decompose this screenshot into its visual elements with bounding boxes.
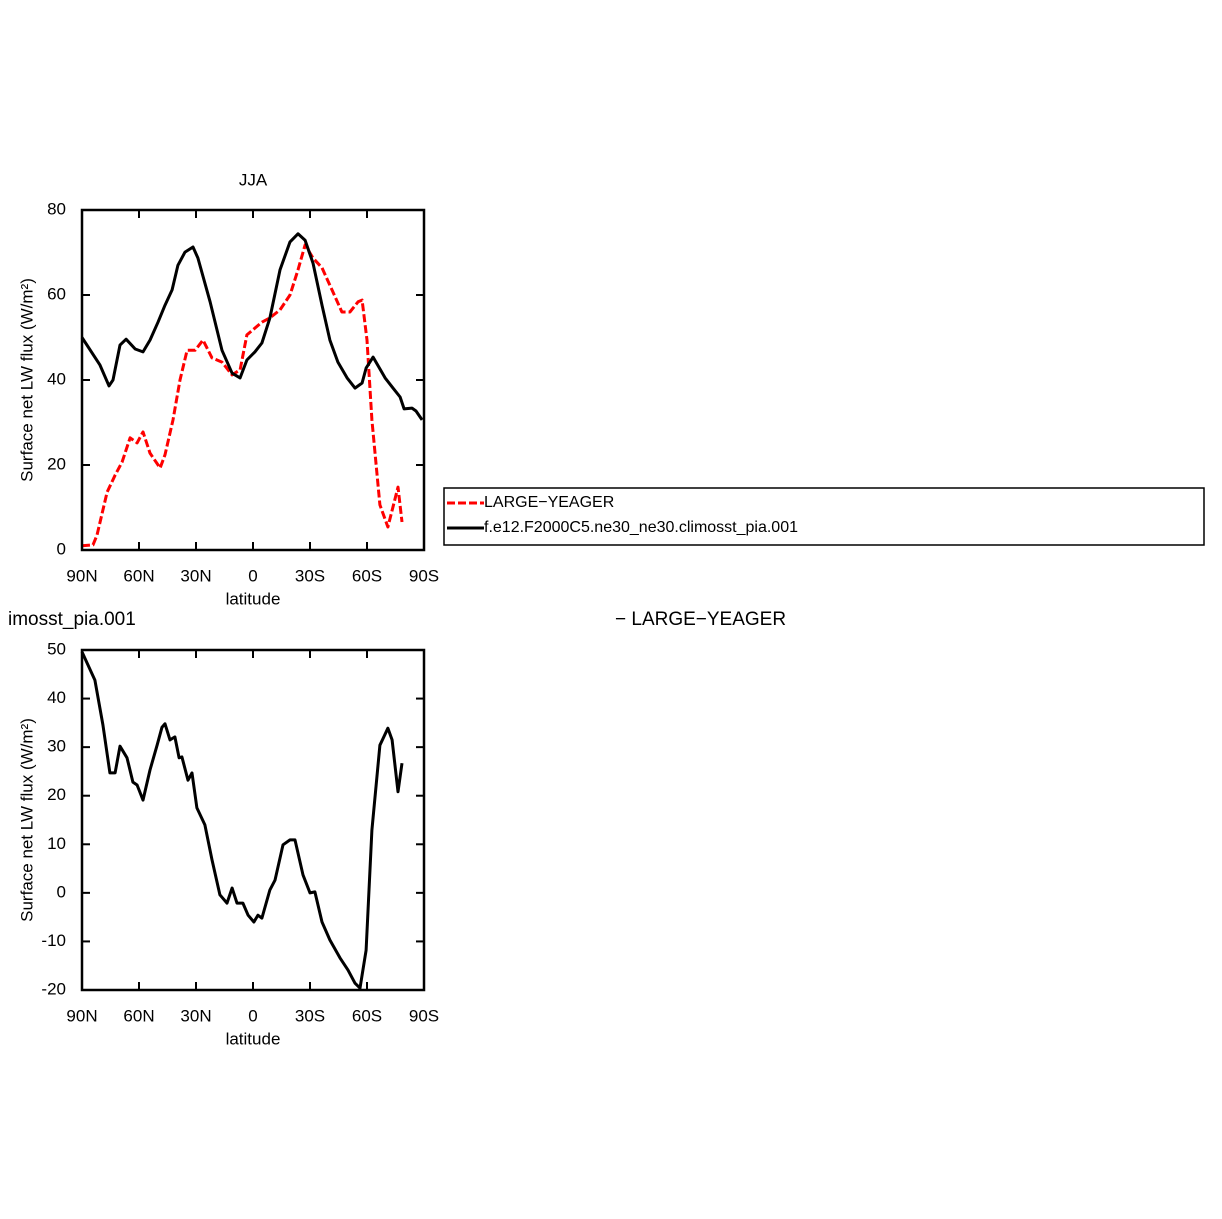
- x-tick-label: 90N: [66, 566, 97, 585]
- x-tick-label: 30N: [180, 1006, 211, 1025]
- y-tick-label: -20: [41, 979, 66, 998]
- x-tick-label: 0: [248, 1006, 257, 1025]
- y-tick-label: 40: [47, 688, 66, 707]
- x-tick-label: 60S: [352, 566, 382, 585]
- x-tick-label: 90N: [66, 1006, 97, 1025]
- y-tick-label: 0: [57, 882, 66, 901]
- y-tick-label: 50: [47, 639, 66, 658]
- y-axis-label: Surface net LW flux (W/m²): [17, 278, 36, 482]
- x-tick-label: 30S: [295, 566, 325, 585]
- x-tick-label: 90S: [409, 566, 439, 585]
- y-tick-label: 60: [47, 284, 66, 303]
- chart-title: JJA: [239, 170, 268, 189]
- x-axis-label: latitude: [226, 1029, 281, 1048]
- x-tick-label: 30N: [180, 566, 211, 585]
- x-tick-label: 90S: [409, 1006, 439, 1025]
- plot-frame: [80, 648, 426, 992]
- data-line: [81, 243, 404, 548]
- y-tick-label: 0: [57, 539, 66, 558]
- data-line: [80, 651, 404, 990]
- x-tick-label: 60S: [352, 1006, 382, 1025]
- x-tick-label: 30S: [295, 1006, 325, 1025]
- y-tick-label: 40: [47, 369, 66, 388]
- y-tick-label: 80: [47, 199, 66, 218]
- legend-box: [443, 487, 1205, 546]
- chart-title: imosst_pia.001: [8, 609, 136, 630]
- y-axis-label: Surface net LW flux (W/m²): [17, 718, 36, 922]
- annotation: − LARGE−YEAGER: [615, 609, 786, 630]
- y-tick-label: -10: [41, 931, 66, 950]
- x-axis-label: latitude: [226, 589, 281, 608]
- x-tick-label: 60N: [123, 566, 154, 585]
- x-tick-label: 60N: [123, 1006, 154, 1025]
- legend-label: LARGE−YEAGER: [484, 494, 614, 511]
- y-tick-label: 20: [47, 454, 66, 473]
- y-tick-label: 20: [47, 785, 66, 804]
- legend-label: f.e12.F2000C5.ne30_ne30.climosst_pia.001: [484, 519, 798, 536]
- data-line: [80, 232, 424, 421]
- y-tick-label: 10: [47, 834, 66, 853]
- x-tick-label: 0: [248, 566, 257, 585]
- y-tick-label: 30: [47, 737, 66, 756]
- plot-frame: [80, 208, 426, 552]
